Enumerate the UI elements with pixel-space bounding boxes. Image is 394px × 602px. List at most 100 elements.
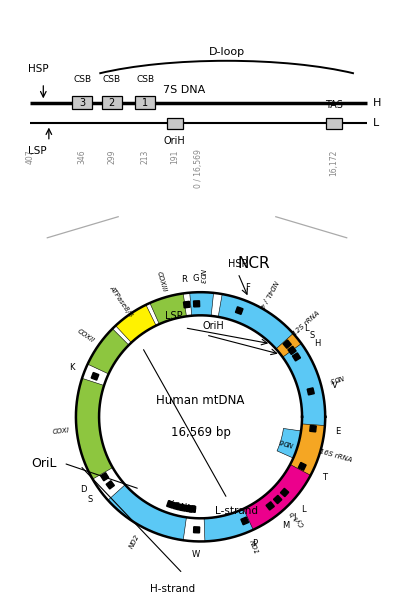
- Text: 16,172: 16,172: [329, 149, 338, 176]
- Bar: [167, 501, 174, 508]
- Text: K: K: [69, 363, 74, 372]
- Text: COXII: COXII: [76, 328, 95, 344]
- Text: 1: 1: [142, 98, 148, 108]
- Bar: [298, 462, 306, 470]
- Text: G: G: [193, 275, 199, 284]
- Text: L: L: [304, 324, 309, 333]
- Polygon shape: [76, 378, 113, 479]
- Text: D-loop: D-loop: [208, 47, 245, 57]
- Bar: [292, 353, 301, 361]
- Text: HSP: HSP: [228, 259, 248, 270]
- Text: LSP: LSP: [165, 311, 183, 321]
- Text: 346: 346: [78, 149, 87, 164]
- Bar: [184, 302, 190, 308]
- Bar: [167, 117, 183, 129]
- Polygon shape: [190, 292, 214, 316]
- Text: 407: 407: [26, 149, 35, 164]
- Bar: [135, 96, 155, 110]
- Text: M: M: [282, 521, 289, 530]
- Text: ND2: ND2: [128, 533, 141, 549]
- Bar: [72, 96, 92, 110]
- Text: ND3: ND3: [199, 268, 205, 284]
- Text: I: I: [294, 514, 296, 523]
- Text: W: W: [191, 550, 200, 559]
- Bar: [91, 373, 99, 380]
- Text: ATPase8/6: ATPase8/6: [108, 284, 134, 317]
- Text: CSB: CSB: [103, 75, 121, 84]
- Text: 7S DNA: 7S DNA: [163, 85, 205, 95]
- Text: V: V: [332, 381, 338, 390]
- Text: NCR: NCR: [238, 256, 270, 271]
- Bar: [273, 495, 282, 504]
- Text: R: R: [181, 275, 187, 284]
- Text: S: S: [88, 495, 93, 504]
- Bar: [288, 346, 296, 355]
- Text: ND4L / 4: ND4L / 4: [259, 279, 279, 309]
- Text: L: L: [301, 504, 305, 514]
- Text: H: H: [314, 339, 321, 348]
- Text: Human mtDNA: Human mtDNA: [156, 394, 245, 408]
- Text: CSB: CSB: [136, 75, 154, 84]
- Text: S: S: [310, 331, 315, 340]
- Text: ND1: ND1: [248, 539, 259, 556]
- Text: 191: 191: [170, 149, 179, 164]
- Bar: [236, 307, 243, 314]
- Text: 3: 3: [79, 98, 85, 108]
- Text: F: F: [245, 283, 250, 291]
- Text: 213: 213: [141, 149, 150, 164]
- Text: COXIII: COXIII: [156, 270, 167, 293]
- Text: HSP: HSP: [28, 64, 49, 74]
- Polygon shape: [150, 293, 186, 324]
- Text: OriL: OriL: [32, 456, 57, 470]
- Text: P: P: [252, 539, 257, 548]
- Bar: [189, 506, 196, 512]
- Polygon shape: [218, 294, 293, 349]
- Polygon shape: [108, 485, 186, 540]
- Text: H-strand: H-strand: [149, 584, 195, 594]
- Text: ND6: ND6: [278, 436, 294, 446]
- Polygon shape: [277, 429, 301, 458]
- Bar: [186, 506, 193, 512]
- Bar: [307, 388, 314, 395]
- Polygon shape: [204, 492, 284, 541]
- Text: 16,569 bp: 16,569 bp: [171, 426, 230, 439]
- Text: L: L: [373, 119, 379, 128]
- Polygon shape: [243, 465, 310, 530]
- Bar: [310, 426, 316, 432]
- Polygon shape: [282, 344, 325, 426]
- Text: OriH: OriH: [164, 137, 186, 146]
- Bar: [241, 517, 249, 525]
- Polygon shape: [115, 305, 156, 343]
- Text: Q: Q: [189, 504, 196, 514]
- Bar: [266, 502, 274, 510]
- Text: D: D: [80, 485, 87, 494]
- Text: N: N: [180, 503, 186, 512]
- Bar: [281, 488, 289, 497]
- Bar: [326, 117, 342, 129]
- Text: 16S rRNA: 16S rRNA: [319, 448, 353, 463]
- Text: COXI: COXI: [52, 427, 69, 435]
- Text: C: C: [174, 501, 180, 510]
- Text: ND5: ND5: [328, 373, 344, 383]
- Text: OriH: OriH: [202, 321, 224, 331]
- Bar: [100, 473, 109, 481]
- Text: CSB: CSB: [73, 75, 91, 84]
- Text: TAS: TAS: [325, 101, 343, 110]
- Bar: [173, 503, 180, 510]
- Bar: [193, 527, 200, 533]
- Text: 299: 299: [107, 149, 116, 164]
- Text: E: E: [335, 427, 340, 436]
- Bar: [179, 504, 186, 511]
- Bar: [283, 340, 291, 349]
- Text: L-strand: L-strand: [215, 506, 258, 516]
- Polygon shape: [87, 329, 129, 374]
- Polygon shape: [278, 400, 325, 497]
- Text: 0 / 16,569: 0 / 16,569: [194, 149, 203, 188]
- Text: Cyt b: Cyt b: [289, 510, 306, 528]
- Bar: [102, 96, 122, 110]
- Text: Y: Y: [168, 500, 173, 509]
- Bar: [106, 481, 114, 489]
- Bar: [193, 301, 200, 307]
- Text: H: H: [373, 98, 381, 108]
- Text: A: A: [186, 504, 192, 514]
